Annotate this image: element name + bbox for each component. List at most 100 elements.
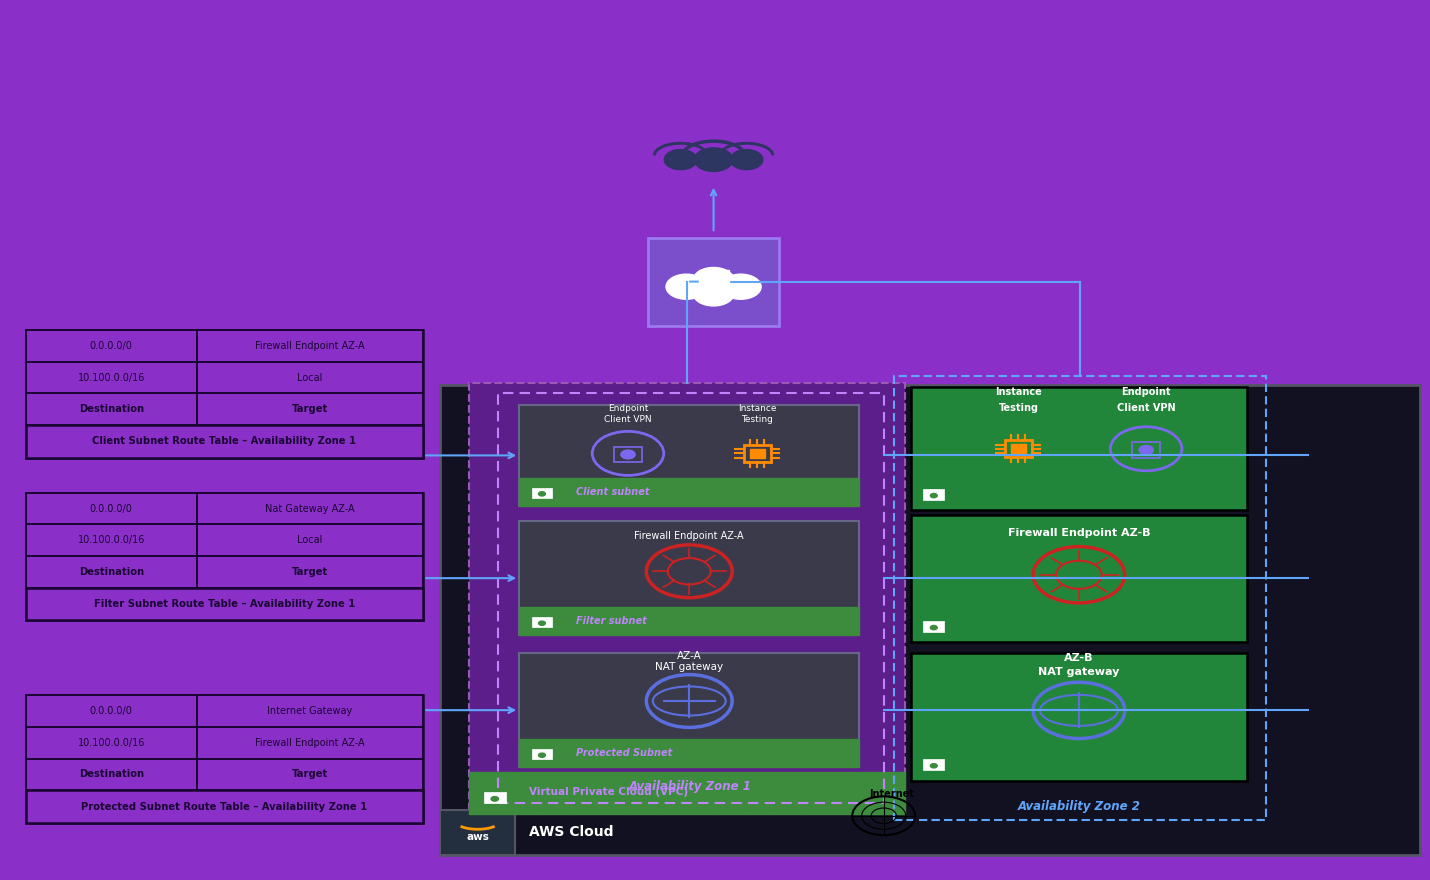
FancyBboxPatch shape (26, 759, 197, 790)
Text: Destination: Destination (79, 769, 144, 780)
Text: Client VPN: Client VPN (1117, 403, 1175, 413)
FancyBboxPatch shape (26, 556, 197, 588)
FancyBboxPatch shape (26, 727, 197, 759)
Circle shape (694, 268, 734, 292)
FancyBboxPatch shape (26, 695, 197, 727)
Text: AZ-B: AZ-B (1064, 653, 1094, 663)
Circle shape (695, 148, 732, 172)
Text: Destination: Destination (79, 567, 144, 577)
Text: Availability Zone 2: Availability Zone 2 (1018, 801, 1141, 813)
Circle shape (1138, 445, 1153, 454)
FancyBboxPatch shape (699, 270, 728, 285)
FancyBboxPatch shape (26, 330, 197, 362)
FancyBboxPatch shape (26, 695, 423, 727)
FancyBboxPatch shape (26, 588, 423, 620)
Text: Target: Target (292, 567, 327, 577)
Circle shape (539, 621, 545, 626)
FancyBboxPatch shape (924, 489, 944, 500)
Text: 0.0.0.0/0: 0.0.0.0/0 (90, 341, 133, 351)
FancyBboxPatch shape (519, 478, 859, 506)
Text: Nat Gateway AZ-A: Nat Gateway AZ-A (265, 503, 355, 514)
Circle shape (931, 626, 937, 630)
Text: Instance: Instance (995, 387, 1042, 397)
FancyBboxPatch shape (519, 521, 859, 635)
Text: 0.0.0.0/0: 0.0.0.0/0 (90, 503, 133, 514)
FancyBboxPatch shape (26, 695, 423, 823)
FancyBboxPatch shape (532, 749, 552, 759)
FancyBboxPatch shape (26, 330, 423, 458)
Text: Target: Target (292, 769, 327, 780)
FancyBboxPatch shape (519, 607, 859, 635)
FancyBboxPatch shape (519, 739, 859, 767)
Text: Firewall Endpoint AZ-A: Firewall Endpoint AZ-A (255, 341, 365, 351)
FancyBboxPatch shape (469, 383, 905, 814)
FancyBboxPatch shape (532, 488, 552, 498)
Text: Filter subnet: Filter subnet (576, 616, 646, 627)
Text: AWS Cloud: AWS Cloud (529, 825, 613, 840)
FancyBboxPatch shape (26, 727, 423, 759)
Text: Virtual Private Cloud (VPC): Virtual Private Cloud (VPC) (529, 787, 688, 797)
Circle shape (665, 150, 696, 170)
Text: 0.0.0.0/0: 0.0.0.0/0 (90, 706, 133, 716)
FancyBboxPatch shape (26, 493, 423, 524)
FancyBboxPatch shape (26, 393, 423, 425)
Text: Endpoint: Endpoint (1121, 387, 1171, 397)
Text: Protected Subnet Route Table – Availability Zone 1: Protected Subnet Route Table – Availabil… (82, 802, 368, 811)
Circle shape (721, 275, 761, 299)
Text: Testing: Testing (741, 415, 774, 424)
FancyBboxPatch shape (924, 621, 944, 632)
FancyBboxPatch shape (26, 362, 423, 393)
Text: NAT gateway: NAT gateway (1038, 667, 1120, 677)
Text: Target: Target (292, 404, 327, 414)
FancyBboxPatch shape (532, 617, 552, 627)
Text: Local: Local (297, 535, 323, 546)
FancyBboxPatch shape (911, 653, 1247, 781)
Circle shape (666, 275, 706, 299)
Text: Firewall Endpoint AZ-A: Firewall Endpoint AZ-A (255, 737, 365, 748)
FancyBboxPatch shape (749, 449, 765, 458)
Text: Endpoint: Endpoint (608, 404, 648, 414)
Text: Protected Subnet: Protected Subnet (576, 748, 672, 759)
Circle shape (490, 796, 499, 801)
FancyBboxPatch shape (911, 515, 1247, 642)
FancyBboxPatch shape (26, 425, 423, 458)
FancyBboxPatch shape (26, 330, 423, 362)
FancyBboxPatch shape (26, 556, 423, 588)
FancyBboxPatch shape (26, 393, 197, 425)
Text: Instance: Instance (738, 404, 776, 414)
FancyBboxPatch shape (911, 387, 1247, 510)
Text: AZ-A: AZ-A (676, 651, 702, 662)
Text: Testing: Testing (998, 403, 1038, 413)
Circle shape (539, 492, 545, 496)
Text: Availability Zone 1: Availability Zone 1 (629, 781, 752, 793)
FancyBboxPatch shape (1011, 444, 1025, 453)
Circle shape (931, 494, 937, 498)
FancyBboxPatch shape (519, 405, 859, 506)
FancyBboxPatch shape (483, 792, 506, 803)
FancyBboxPatch shape (26, 759, 423, 790)
FancyBboxPatch shape (648, 238, 779, 326)
FancyBboxPatch shape (26, 524, 197, 556)
FancyBboxPatch shape (440, 385, 1420, 855)
Text: Internet Gateway: Internet Gateway (267, 706, 353, 716)
FancyBboxPatch shape (26, 790, 423, 823)
Text: Internet: Internet (869, 788, 914, 799)
Text: Client Subnet Route Table – Availability Zone 1: Client Subnet Route Table – Availability… (93, 436, 356, 446)
FancyBboxPatch shape (440, 810, 515, 855)
Circle shape (694, 281, 734, 306)
Text: 10.100.0.0/16: 10.100.0.0/16 (77, 372, 144, 383)
Circle shape (731, 150, 762, 170)
FancyBboxPatch shape (924, 759, 944, 770)
Text: Destination: Destination (79, 404, 144, 414)
FancyBboxPatch shape (26, 493, 423, 620)
Text: 10.100.0.0/16: 10.100.0.0/16 (77, 535, 144, 546)
Text: Local: Local (297, 372, 323, 383)
Text: 10.100.0.0/16: 10.100.0.0/16 (77, 737, 144, 748)
FancyBboxPatch shape (519, 653, 859, 767)
FancyBboxPatch shape (26, 524, 423, 556)
Text: Client VPN: Client VPN (605, 415, 652, 424)
Circle shape (539, 753, 545, 758)
Text: aws: aws (466, 832, 489, 842)
Text: Firewall Endpoint AZ-A: Firewall Endpoint AZ-A (635, 531, 744, 541)
FancyBboxPatch shape (26, 362, 197, 393)
